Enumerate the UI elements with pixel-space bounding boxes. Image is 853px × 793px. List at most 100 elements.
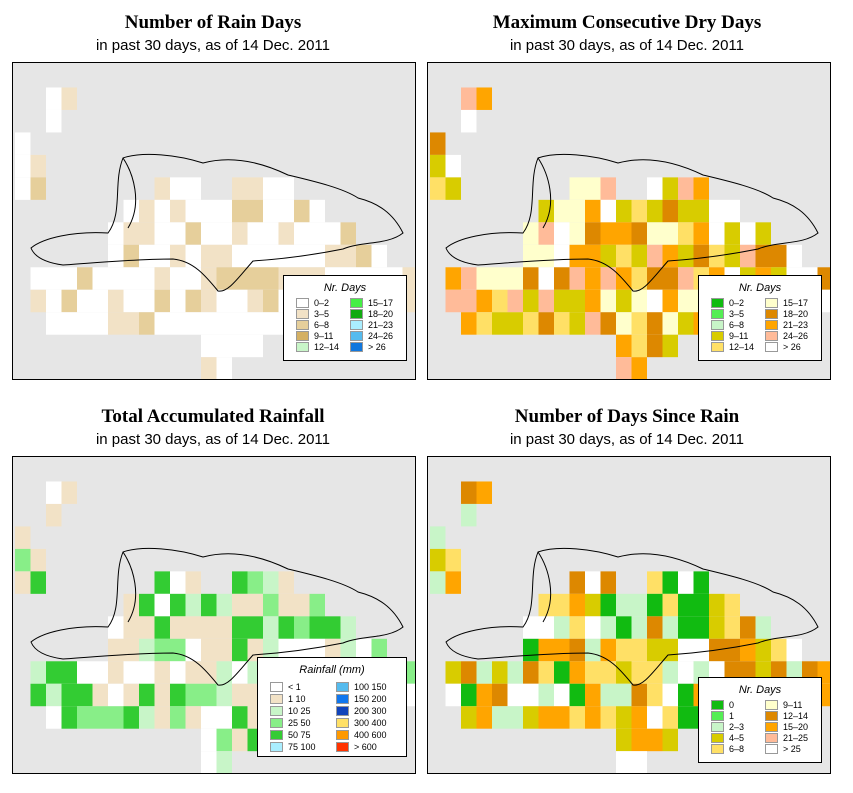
map-cell: [170, 199, 186, 223]
legend-swatch: [350, 320, 363, 330]
map-cell: [523, 289, 539, 313]
panel-4-subtitle: in past 30 days, as of 14 Dec. 2011: [509, 431, 745, 448]
panel-3-subtitle: in past 30 days, as of 14 Dec. 2011: [95, 431, 331, 448]
map-cell: [185, 312, 201, 335]
map-cell: [662, 267, 678, 290]
legend-swatch: [350, 309, 363, 319]
map-cell: [631, 661, 647, 684]
legend-swatch: [765, 320, 778, 330]
map-cell: [154, 244, 170, 268]
map-cell: [538, 267, 554, 290]
legend-label: > 25: [783, 744, 801, 754]
map-cell: [693, 222, 709, 245]
map-cell: [170, 222, 186, 245]
map-cell: [445, 548, 461, 572]
map-cell: [693, 571, 709, 594]
map-cell: [309, 199, 325, 223]
map-cell: [77, 706, 93, 729]
map-cell: [123, 312, 139, 335]
map-cell: [445, 177, 461, 200]
map-cell: [445, 683, 461, 707]
legend-label: 9–11: [729, 331, 749, 341]
legend-label: 12–14: [729, 342, 755, 352]
map-cell: [46, 109, 62, 133]
map-cell: [232, 706, 248, 729]
map-cell: [600, 177, 616, 200]
map-cell: [678, 267, 694, 290]
map-cell: [430, 548, 446, 572]
legend-label: > 26: [368, 342, 386, 352]
map-cell: [554, 244, 570, 268]
legend-swatch: [270, 706, 283, 716]
legend-label: 100 150: [354, 682, 387, 692]
map-cell: [600, 661, 616, 684]
map-cell: [476, 87, 492, 110]
map-cell: [662, 683, 678, 707]
map-cell: [647, 334, 663, 358]
map-cell: [476, 289, 492, 313]
map-cell: [585, 177, 601, 200]
map-cell: [585, 222, 601, 245]
legend-swatch: [270, 694, 283, 704]
map-cell: [523, 638, 539, 662]
map-cell: [585, 616, 601, 639]
map-cell: [185, 289, 201, 313]
map-cell: [139, 638, 155, 662]
map-cell: [662, 728, 678, 752]
legend-label: 1: [729, 711, 735, 721]
map-cell: [554, 593, 570, 617]
map-cell: [46, 503, 62, 527]
legend-swatch: [296, 331, 309, 341]
rainfall-legend: Rainfall (mm) < 1 1 10 10 25 25 50 50 75 75 1…: [257, 657, 407, 757]
map-cell: [61, 661, 77, 684]
border-line: [122, 551, 137, 623]
map-cell: [662, 593, 678, 617]
rainfall-map: Rainfall (mm) < 1 1 10 10 25 25 50 50 75 75 1…: [12, 456, 416, 774]
legend-label: 1 10: [288, 694, 306, 704]
map-cell: [92, 267, 108, 290]
map-cell: [616, 357, 632, 379]
map-cell: [216, 312, 232, 335]
map-cell: [232, 222, 248, 245]
map-cell: [600, 571, 616, 594]
map-cell: [662, 638, 678, 662]
map-cell: [445, 571, 461, 594]
map-cell: [523, 312, 539, 335]
map-cell: [523, 222, 539, 245]
map-cell: [631, 706, 647, 729]
legend-swatch: [336, 730, 349, 740]
map-cell: [170, 638, 186, 662]
map-cell: [139, 593, 155, 617]
island-outline: [445, 547, 819, 686]
map-cell: [724, 222, 740, 245]
map-cell: [108, 706, 124, 729]
map-cell: [647, 267, 663, 290]
map-cell: [507, 312, 523, 335]
map-cell: [77, 267, 93, 290]
map-cell: [430, 526, 446, 549]
map-cell: [600, 199, 616, 223]
legend-label: 10 25: [288, 706, 311, 716]
map-cell: [247, 222, 263, 245]
map-cell: [154, 289, 170, 313]
legend-swatch: [711, 722, 724, 732]
legend-swatch: [711, 320, 724, 330]
map-cell: [755, 244, 771, 268]
map-cell: [678, 312, 694, 335]
legend-label: 21–25: [783, 733, 809, 743]
map-cell: [247, 244, 263, 268]
map-cell: [247, 267, 263, 290]
dry-days-legend: Nr. Days 0–2 3–5 6–8 9–11 12–14 15–17 18–20 21–…: [698, 275, 822, 361]
map-cell: [216, 593, 232, 617]
map-cell: [538, 683, 554, 707]
map-cell: [786, 244, 802, 268]
map-cell: [740, 222, 756, 245]
map-cell: [631, 638, 647, 662]
map-cell: [569, 267, 585, 290]
map-cell: [216, 751, 232, 773]
map-cell: [216, 357, 232, 379]
map-cell: [61, 683, 77, 707]
map-cell: [232, 177, 248, 200]
map-cell: [108, 683, 124, 707]
map-cell: [616, 199, 632, 223]
